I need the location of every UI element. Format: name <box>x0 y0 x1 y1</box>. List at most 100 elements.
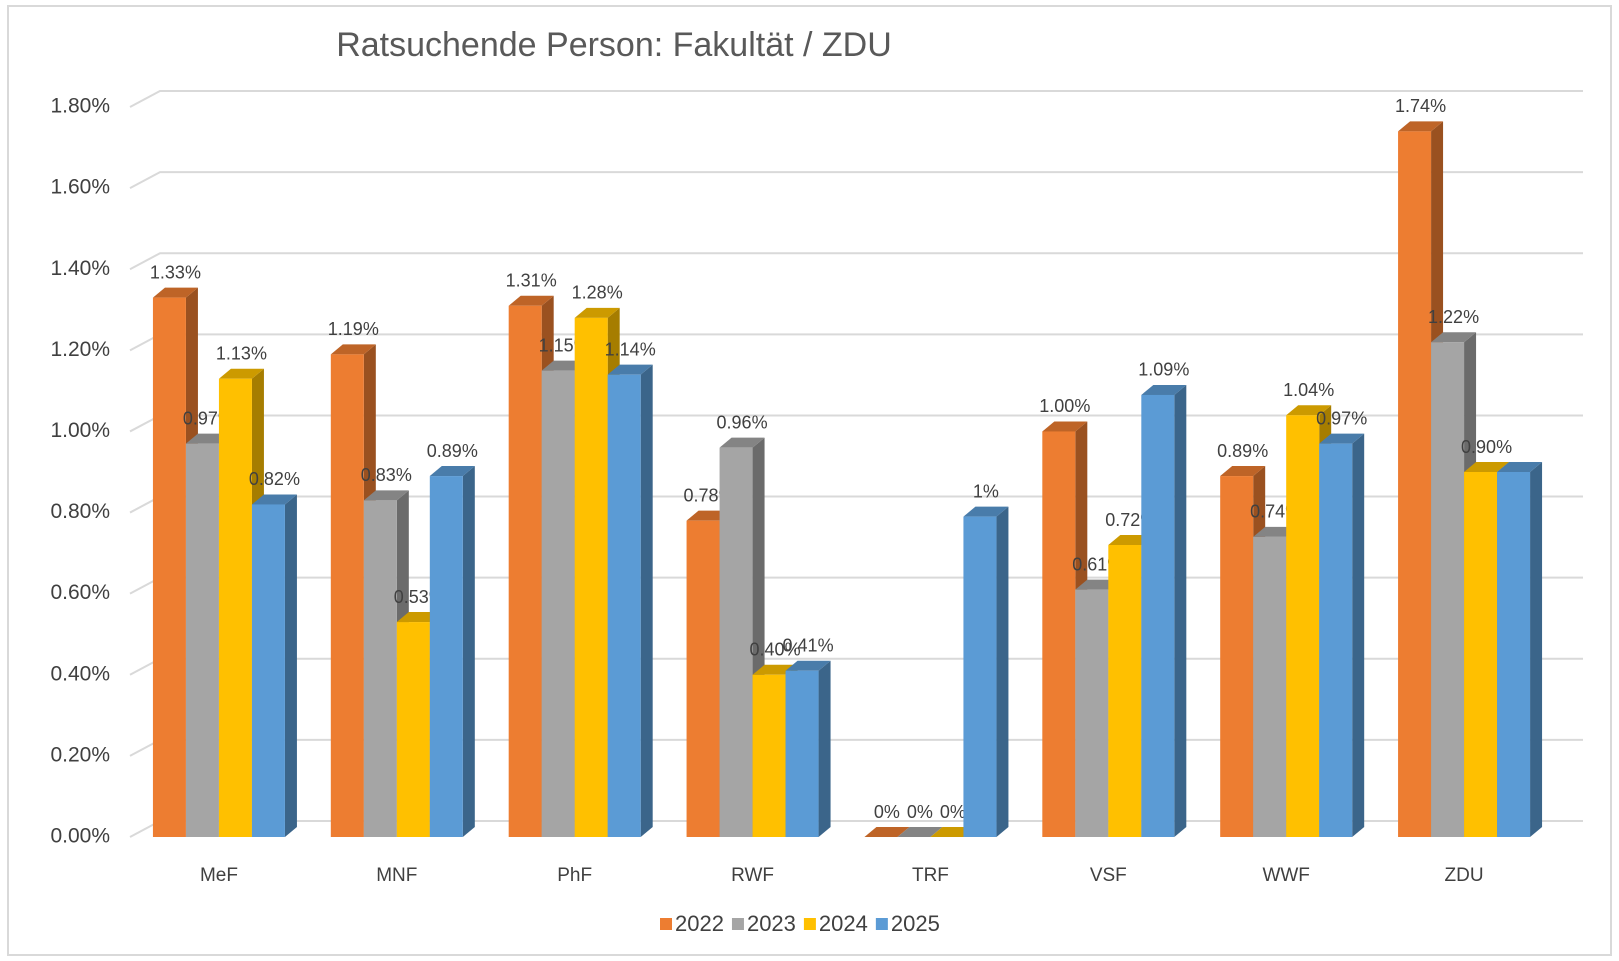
data-label: 1.74% <box>1395 96 1446 116</box>
bar-front <box>785 670 819 837</box>
x-tick-label: PhF <box>557 865 592 886</box>
bar-front <box>1464 472 1498 837</box>
bar <box>1141 384 1187 837</box>
data-label: 1.13% <box>216 343 267 363</box>
data-label: 1.14% <box>605 339 656 359</box>
bar <box>864 827 910 838</box>
bar <box>251 494 297 837</box>
bar-side <box>284 494 297 837</box>
y-tick-label: 0.40% <box>50 662 110 685</box>
bar-front <box>607 374 641 837</box>
data-label: 1.09% <box>1138 360 1189 380</box>
y-tick-label: 0.80% <box>50 500 110 523</box>
y-tick-label: 0.20% <box>50 743 110 766</box>
data-label: 1.33% <box>150 262 201 282</box>
bar-front <box>719 447 753 837</box>
chart-frame <box>7 5 1612 956</box>
data-label: 0% <box>907 802 933 822</box>
bar-top <box>363 490 409 501</box>
bar-top <box>1431 332 1477 343</box>
chart-title: Ratsuchende Person: Fakultät / ZDU <box>336 26 892 64</box>
bar-top <box>574 307 620 318</box>
data-label: 1.19% <box>328 319 379 339</box>
bar <box>963 506 1009 837</box>
bar-front <box>1042 431 1076 837</box>
x-tick-label: MeF <box>200 865 238 886</box>
legend-swatch <box>875 918 888 930</box>
data-label: 1% <box>973 481 999 501</box>
data-label: 0.89% <box>1217 441 1268 461</box>
y-tick-label: 1.00% <box>50 419 110 442</box>
y-tick-label: 1.60% <box>50 176 110 199</box>
bar-top <box>1220 466 1266 477</box>
bar-side <box>1530 462 1543 837</box>
x-tick-label: VSF <box>1090 865 1127 886</box>
legend-swatch <box>803 918 816 930</box>
data-label: 0% <box>874 802 900 822</box>
bar-top <box>963 506 1009 517</box>
bar-front <box>363 500 397 837</box>
y-tick-label: 0.60% <box>50 581 110 604</box>
grid-line <box>129 252 1583 271</box>
bar-front <box>1141 394 1175 837</box>
bar-top <box>218 368 264 379</box>
bar <box>785 660 831 837</box>
bar-front <box>185 443 219 837</box>
grid-line <box>129 171 1583 189</box>
bar-front <box>541 370 575 837</box>
bar-top <box>1319 433 1365 444</box>
bar-front <box>1108 545 1142 837</box>
bar-side <box>462 466 475 837</box>
bar-front <box>1398 131 1432 838</box>
bar-front <box>752 674 786 837</box>
bar-front <box>1220 476 1254 837</box>
bar-top <box>719 437 765 448</box>
legend-label: 2023 <box>747 911 796 936</box>
data-label: 1.31% <box>506 270 557 290</box>
bar-top <box>330 344 376 355</box>
y-tick-label: 0.00% <box>50 825 110 848</box>
bar <box>897 827 943 838</box>
data-label: 0.90% <box>1461 437 1512 457</box>
legend-label: 2022 <box>675 911 724 936</box>
y-tick-label: 1.80% <box>50 95 110 118</box>
bar-top <box>1286 405 1332 416</box>
data-label: 0.41% <box>783 635 834 655</box>
bar-front <box>1253 536 1287 837</box>
data-label: 1.28% <box>572 283 623 303</box>
bar <box>1497 462 1543 837</box>
bar-front <box>574 317 608 837</box>
bar-front <box>1431 342 1465 837</box>
bar-side <box>1352 433 1365 837</box>
x-tick-label: RWF <box>731 865 774 886</box>
legend-swatch <box>660 918 672 930</box>
bar-side <box>996 506 1009 837</box>
bar-top <box>607 364 653 375</box>
bar-top <box>1141 384 1187 395</box>
bar-top <box>1398 121 1444 132</box>
x-tick-label: MNF <box>376 865 417 886</box>
bar-front <box>686 520 720 837</box>
bar-front <box>251 504 285 837</box>
y-tick-label: 1.40% <box>50 257 110 280</box>
bar-front <box>1319 443 1353 837</box>
legend-label: 2024 <box>819 911 868 936</box>
grid-line <box>129 90 1583 108</box>
data-label: 0.97% <box>1316 408 1367 428</box>
x-tick-label: ZDU <box>1445 865 1484 886</box>
bar-side <box>640 364 653 837</box>
data-label: 0.96% <box>717 412 768 432</box>
y-tick-label: 1.20% <box>50 338 110 361</box>
x-tick-label: WWF <box>1262 865 1309 886</box>
data-label: 1.00% <box>1039 396 1090 416</box>
bar-front <box>152 297 186 838</box>
data-label: 0.83% <box>361 465 412 485</box>
data-label: 0.40% <box>750 640 801 660</box>
bar-front <box>396 622 430 837</box>
bar <box>1319 433 1365 837</box>
bar-top <box>897 827 943 837</box>
bar-front <box>429 476 463 837</box>
data-label: 0.89% <box>427 441 478 461</box>
bar-front <box>1497 472 1531 837</box>
